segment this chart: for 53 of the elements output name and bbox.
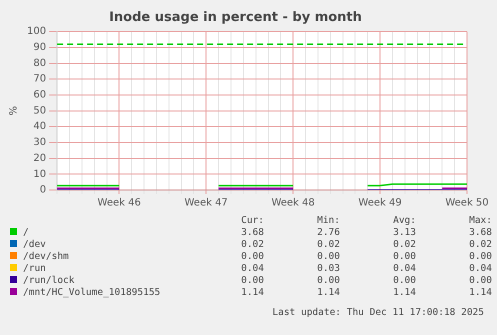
text: 0.00: [240, 250, 264, 262]
y-tick-label: 50: [33, 105, 46, 116]
y-tick-label: 10: [33, 168, 46, 180]
y-tick-label: 40: [33, 121, 46, 132]
text: 1.14: [468, 286, 492, 298]
text: 0.00: [468, 274, 492, 286]
text: Last update: Thu Dec 11 17:00:18 2025: [272, 307, 484, 318]
text: 0.02: [240, 238, 264, 250]
x-tick-label: Week 49: [358, 198, 402, 209]
text: 0.02: [468, 238, 492, 250]
x-tick-label: Week 46: [98, 198, 141, 209]
text: 1.14: [392, 286, 416, 298]
x-tick-label: Week 47: [184, 198, 228, 209]
text: 1.14: [240, 286, 264, 298]
text: 0.04: [240, 262, 264, 274]
text: Avg:: [392, 214, 416, 226]
legend-label: /: [23, 226, 29, 238]
chart-title: Inode usage in percent - by month: [109, 10, 362, 26]
legend-label: /run/lock: [23, 274, 74, 286]
text: 0.00: [240, 274, 264, 286]
text: 0.02: [316, 238, 340, 250]
x-tick-label: Week 50: [445, 198, 489, 209]
text: 0.00: [392, 250, 416, 262]
legend-label: /mnt/HC_Volume_101895155: [23, 286, 160, 298]
y-axis-title: %: [8, 106, 20, 116]
y-tick-label: 30: [33, 137, 46, 148]
text: 0.00: [316, 274, 340, 286]
y-tick-label: 80: [33, 58, 46, 69]
text: 3.68: [240, 226, 264, 238]
text: 0.00: [468, 250, 492, 262]
text: 0.00: [392, 274, 416, 286]
text: Cur:: [240, 214, 264, 226]
text: 3.68: [468, 226, 492, 238]
x-tick-label: Week 48: [271, 198, 315, 209]
text: Max:: [468, 214, 492, 226]
y-tick-label: 70: [33, 74, 46, 85]
y-tick-label: 60: [33, 90, 46, 101]
text: Min:: [316, 214, 340, 226]
text: 0.04: [392, 262, 416, 274]
y-tick-label: 20: [33, 152, 46, 164]
text: 0.02: [392, 238, 416, 250]
text: 2.76: [316, 226, 340, 238]
legend-label: /dev/shm: [23, 250, 69, 262]
text: 1.14: [316, 286, 340, 298]
y-tick-label: 0: [40, 184, 46, 196]
text: 0.00: [316, 250, 340, 262]
y-tick-label: 90: [33, 42, 46, 54]
legend-label: /dev: [23, 238, 46, 250]
text: 3.13: [392, 226, 416, 238]
text: 0.03: [316, 262, 340, 274]
legend-label: /run: [23, 262, 46, 274]
y-tick-label: 100: [26, 26, 46, 38]
text: 0.04: [468, 262, 492, 274]
